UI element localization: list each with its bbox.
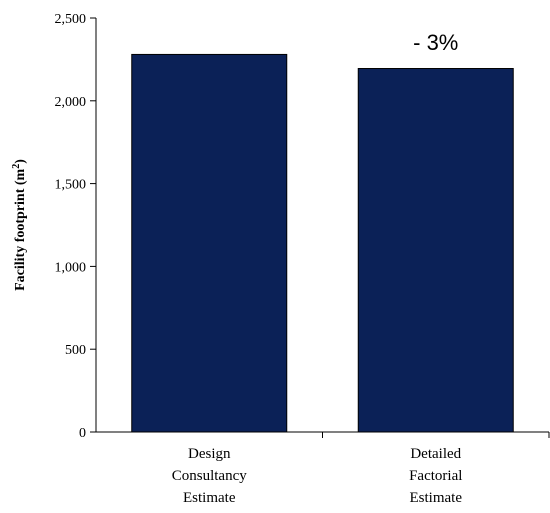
x-category-label: Design Consultancy Estimate bbox=[172, 446, 247, 506]
y-tick-label: 500 bbox=[65, 343, 86, 358]
category-labels: Design Consultancy Estimate Detailed Factori… bbox=[172, 446, 463, 506]
y-axis: 0 500 1,000 1,500 2,000 2,500 bbox=[55, 12, 97, 441]
x-category-label-line: Factorial bbox=[409, 468, 462, 484]
x-category-label-line: Detailed bbox=[410, 446, 461, 462]
y-axis-title: Facility footprint (m2) bbox=[11, 159, 29, 291]
y-tick-label: 1,000 bbox=[55, 260, 87, 275]
y-axis-title-main: Facility footprint (m bbox=[13, 168, 28, 290]
x-category-label-line: Consultancy bbox=[172, 468, 247, 484]
x-category-label-line: Estimate bbox=[183, 490, 236, 506]
bars bbox=[131, 53, 514, 433]
y-tick-label: 2,000 bbox=[55, 95, 87, 110]
y-tick-label: 2,500 bbox=[55, 12, 87, 27]
y-tick-label: 0 bbox=[79, 426, 86, 441]
y-tick-label: 1,500 bbox=[55, 178, 87, 193]
x-category-label: Detailed Factorial Estimate bbox=[409, 446, 462, 506]
change-annotation: - 3% bbox=[413, 30, 458, 55]
y-axis-title-superscript: 2 bbox=[11, 164, 22, 169]
x-category-label-line: Design bbox=[188, 446, 231, 462]
x-category-label-line: Estimate bbox=[410, 490, 463, 506]
x-axis bbox=[96, 431, 550, 438]
bar bbox=[131, 53, 288, 433]
bar bbox=[357, 68, 514, 433]
y-axis-title-close: ) bbox=[13, 159, 28, 164]
